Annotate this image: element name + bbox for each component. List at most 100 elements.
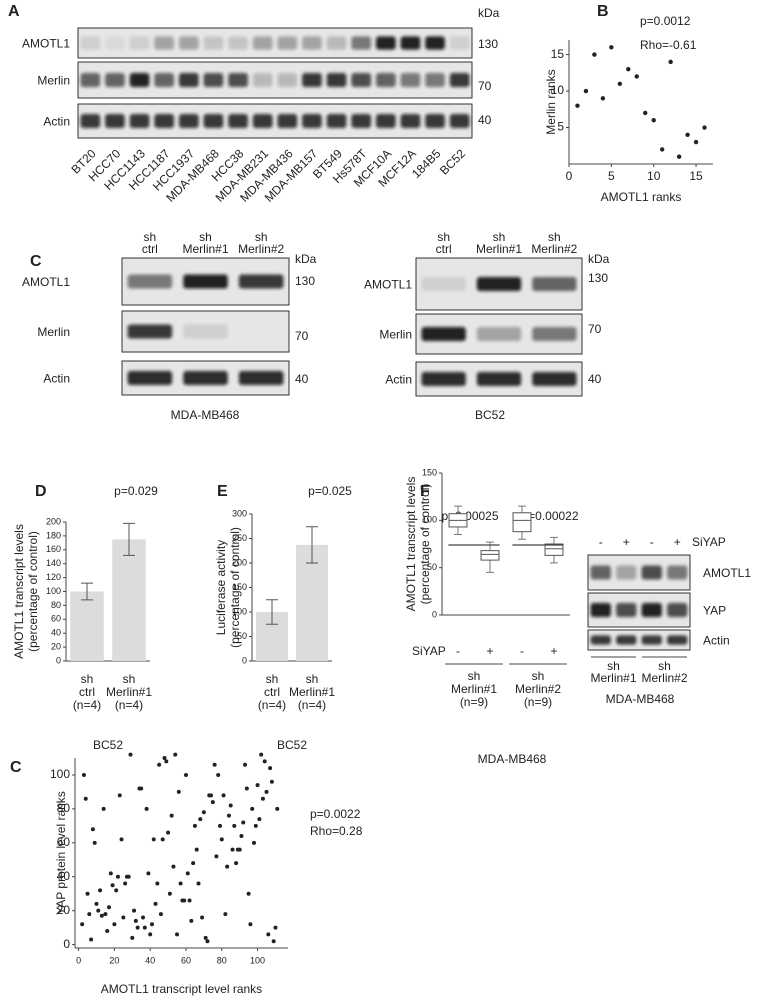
point xyxy=(234,861,239,866)
point xyxy=(146,871,151,876)
y-tick-label: 5 xyxy=(557,120,564,134)
point xyxy=(87,912,92,917)
blot-band xyxy=(277,114,298,128)
blot-band xyxy=(590,565,611,580)
point xyxy=(164,759,169,764)
point xyxy=(232,823,237,828)
row-label: Actin xyxy=(385,373,412,387)
y-tick-label: 50 xyxy=(237,631,247,641)
point xyxy=(219,837,224,842)
row-label: AMOTL1 xyxy=(22,275,70,289)
annotation: p=0.029 xyxy=(114,484,158,498)
lane-label: Merlin#1 xyxy=(182,242,228,256)
point xyxy=(257,817,262,822)
point xyxy=(609,45,614,50)
point xyxy=(214,854,219,859)
point xyxy=(157,762,162,767)
point xyxy=(212,762,217,767)
y-axis-label: Merlin ranks xyxy=(544,69,558,134)
row-label: AMOTL1 xyxy=(364,278,412,292)
point xyxy=(101,806,106,811)
point xyxy=(123,881,128,886)
point xyxy=(135,925,140,930)
blot-band xyxy=(129,114,150,128)
blot-band xyxy=(228,114,248,128)
point xyxy=(246,891,251,896)
point xyxy=(160,837,165,842)
point xyxy=(107,905,112,910)
point xyxy=(668,59,673,65)
x-tick-label: - xyxy=(456,644,460,658)
x-tick-label: sh xyxy=(266,672,279,686)
point xyxy=(244,786,249,791)
point xyxy=(94,901,99,906)
blot-band xyxy=(326,114,347,128)
y-tick-label: 80 xyxy=(51,600,61,610)
y-tick-label: 0 xyxy=(432,609,437,619)
point xyxy=(98,888,103,893)
point xyxy=(166,830,171,835)
point xyxy=(167,891,172,896)
treatment-label: SiYAP xyxy=(692,535,726,549)
point xyxy=(273,925,278,930)
row-label: Actin xyxy=(43,372,70,386)
y-axis-label: (percentage of control) xyxy=(228,527,242,648)
row-label: AMOTL1 xyxy=(22,37,70,51)
point xyxy=(139,786,144,791)
kda-marker: 70 xyxy=(295,329,309,343)
error-bar xyxy=(123,522,135,556)
kda-marker: 40 xyxy=(295,372,309,386)
lane-label: ctrl xyxy=(436,242,452,256)
panel-label: C xyxy=(10,759,22,776)
blot-band xyxy=(449,73,470,87)
blot-band xyxy=(400,36,421,50)
kda-marker: 70 xyxy=(478,79,492,93)
x-tick-label: 0 xyxy=(76,955,81,965)
point xyxy=(194,847,199,852)
point xyxy=(141,915,146,920)
x-tick-label: sh xyxy=(81,672,94,686)
point xyxy=(83,796,88,801)
point xyxy=(128,752,133,757)
y-tick-label: 60 xyxy=(57,835,71,849)
lane-label: sh xyxy=(548,230,561,244)
panel-label: A xyxy=(8,3,20,20)
blot-band xyxy=(375,73,396,87)
box xyxy=(480,550,500,561)
blot-band xyxy=(351,36,372,50)
y-tick-label: 200 xyxy=(232,557,247,567)
blot-band xyxy=(277,73,298,87)
point xyxy=(148,932,153,937)
blot-band xyxy=(375,36,396,50)
point xyxy=(693,139,699,145)
x-tick-label: 15 xyxy=(689,169,703,183)
whisker xyxy=(486,541,494,573)
point xyxy=(189,918,194,923)
blot-band xyxy=(127,371,173,385)
blot-band xyxy=(425,36,445,50)
point xyxy=(89,937,94,942)
point xyxy=(108,871,113,876)
point xyxy=(158,912,163,917)
row-label: Actin xyxy=(43,115,70,129)
point xyxy=(210,800,215,805)
y-tick-label: 300 xyxy=(232,508,247,518)
blot-band xyxy=(183,274,228,289)
row-label: Merlin xyxy=(379,328,412,342)
blot-band xyxy=(203,114,224,128)
blot-band xyxy=(178,73,199,87)
y-axis-label: AMOTL1 transcript levels xyxy=(404,477,418,612)
point xyxy=(617,81,623,86)
point xyxy=(575,103,580,108)
error-bar xyxy=(306,526,318,564)
point xyxy=(248,922,253,927)
point xyxy=(112,922,117,927)
point xyxy=(200,915,205,920)
point xyxy=(176,789,181,794)
blot-band xyxy=(375,114,396,128)
blot-band xyxy=(667,635,688,645)
blot-band xyxy=(667,603,688,617)
point xyxy=(230,847,235,852)
blot-band xyxy=(105,73,125,87)
